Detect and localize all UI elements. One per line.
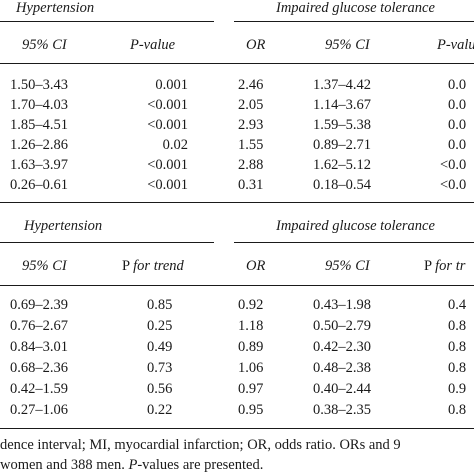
footnote-p-italic: P: [128, 457, 138, 473]
cell-ci: 0.84–3.01: [10, 339, 68, 355]
cell-p: 0.02: [162, 137, 188, 153]
table-bottom-rule-2: [0, 428, 474, 429]
cell-p-2: 0.8: [448, 360, 467, 376]
cell-ci-2: 0.18–0.54: [313, 177, 371, 193]
cell-p: 0.25: [147, 318, 173, 334]
group-header-impaired-glucose-tolerance: Impaired glucose tolerance: [276, 0, 435, 16]
footnote-line-1: dence interval; MI, myocardial infarctio…: [0, 437, 401, 453]
group-header-hypertension: Hypertension: [16, 0, 95, 16]
cell-or: 0.92: [238, 297, 264, 313]
cell-or: 2.05: [238, 97, 264, 113]
cell-or: 1.18: [238, 318, 264, 334]
cell-or: 2.88: [238, 157, 264, 173]
cell-ci-2: 1.59–5.38: [313, 117, 371, 133]
cell-ci: 0.27–1.06: [10, 402, 68, 418]
group-header-impaired-glucose-tolerance: Impaired glucose tolerance: [276, 218, 435, 234]
cell-or: 0.97: [238, 381, 264, 397]
cell-or: 2.93: [238, 117, 264, 133]
col-header-or: OR: [246, 258, 266, 274]
cell-ci-2: 1.37–4.42: [313, 77, 371, 93]
col-header-p-for-trend-2-text: for tr: [435, 258, 466, 274]
col-header-or: OR: [246, 37, 266, 53]
cell-ci: 0.68–2.36: [10, 360, 68, 376]
cell-or: 2.46: [238, 77, 264, 93]
cell-ci: 1.85–4.51: [10, 117, 68, 133]
cell-ci: 0.69–2.39: [10, 297, 68, 313]
cell-p: 0.73: [147, 360, 173, 376]
col-header-ci: 95% CI: [22, 37, 67, 53]
footnote-line-2: women and 388 men. P-values are presente…: [0, 457, 263, 473]
cell-p-2: <0.0: [440, 177, 467, 193]
cell-or: 0.89: [238, 339, 264, 355]
cell-ci: 0.76–2.67: [10, 318, 68, 334]
group-underline-hypertension: [0, 21, 214, 22]
col-header-ci-2: 95% CI: [325, 258, 370, 274]
cell-ci-2: 1.14–3.67: [313, 97, 371, 113]
cell-p: 0.001: [155, 77, 188, 93]
cell-p: 0.49: [147, 339, 173, 355]
col-header-pvalue-2: P-valu: [437, 37, 474, 53]
cell-or: 0.31: [238, 177, 264, 193]
cell-ci-2: 0.48–2.38: [313, 360, 371, 376]
cell-p: <0.001: [147, 157, 188, 173]
cell-ci: 1.63–3.97: [10, 157, 68, 173]
cell-p-2: <0.0: [440, 157, 467, 173]
cell-ci-2: 1.62–5.12: [313, 157, 371, 173]
cell-p-2: 0.0: [448, 137, 467, 153]
footnote-line-2-post: -values are presented.: [137, 457, 264, 473]
cell-or: 1.06: [238, 360, 264, 376]
table-bottom-rule-1: [0, 202, 474, 203]
col-header-p-for-trend: P for trend: [122, 258, 184, 274]
col-header-ci-2: 95% CI: [325, 37, 370, 53]
cell-p-2: 0.0: [448, 77, 467, 93]
group-underline-igt: [234, 21, 474, 22]
header-rule-2: [0, 285, 474, 286]
group-underline-hypertension: [0, 242, 214, 243]
cell-ci-2: 0.50–2.79: [313, 318, 371, 334]
cell-p: 0.22: [147, 402, 173, 418]
footnote-line-2-pre: women and 388 men.: [0, 457, 129, 473]
cell-p-2: 0.8: [448, 339, 467, 355]
group-header-hypertension: Hypertension: [24, 218, 103, 234]
cell-or: 1.55: [238, 137, 264, 153]
cell-ci-2: 0.38–2.35: [313, 402, 371, 418]
group-underline-igt: [234, 242, 474, 243]
cell-p-2: 0.0: [448, 97, 467, 113]
col-header-p-for-trend-2: P for tr: [424, 258, 466, 274]
cell-p: <0.001: [147, 177, 188, 193]
cell-p-2: 0.8: [448, 402, 467, 418]
col-header-pvalue: P-value: [130, 37, 176, 53]
cell-ci-2: 0.89–2.71: [313, 137, 371, 153]
cell-ci-2: 0.43–1.98: [313, 297, 371, 313]
header-rule-1: [0, 63, 474, 64]
cell-p: 0.56: [147, 381, 173, 397]
cell-ci: 0.42–1.59: [10, 381, 68, 397]
cell-ci-2: 0.42–2.30: [313, 339, 371, 355]
cell-p-2: 0.9: [448, 381, 467, 397]
cell-ci-2: 0.40–2.44: [313, 381, 371, 397]
cell-p-2: 0.0: [448, 117, 467, 133]
cell-p: 0.85: [147, 297, 173, 313]
cell-p-2: 0.4: [448, 297, 467, 313]
cell-or: 0.95: [238, 402, 264, 418]
cell-ci: 1.26–2.86: [10, 137, 68, 153]
cell-ci: 1.50–3.43: [10, 77, 68, 93]
col-header-p-for-trend-text: for trend: [133, 258, 184, 274]
cell-p: <0.001: [147, 117, 188, 133]
cell-p: <0.001: [147, 97, 188, 113]
cell-ci: 1.70–4.03: [10, 97, 68, 113]
cell-ci: 0.26–0.61: [10, 177, 68, 193]
cell-p-2: 0.8: [448, 318, 467, 334]
col-header-ci: 95% CI: [22, 258, 67, 274]
